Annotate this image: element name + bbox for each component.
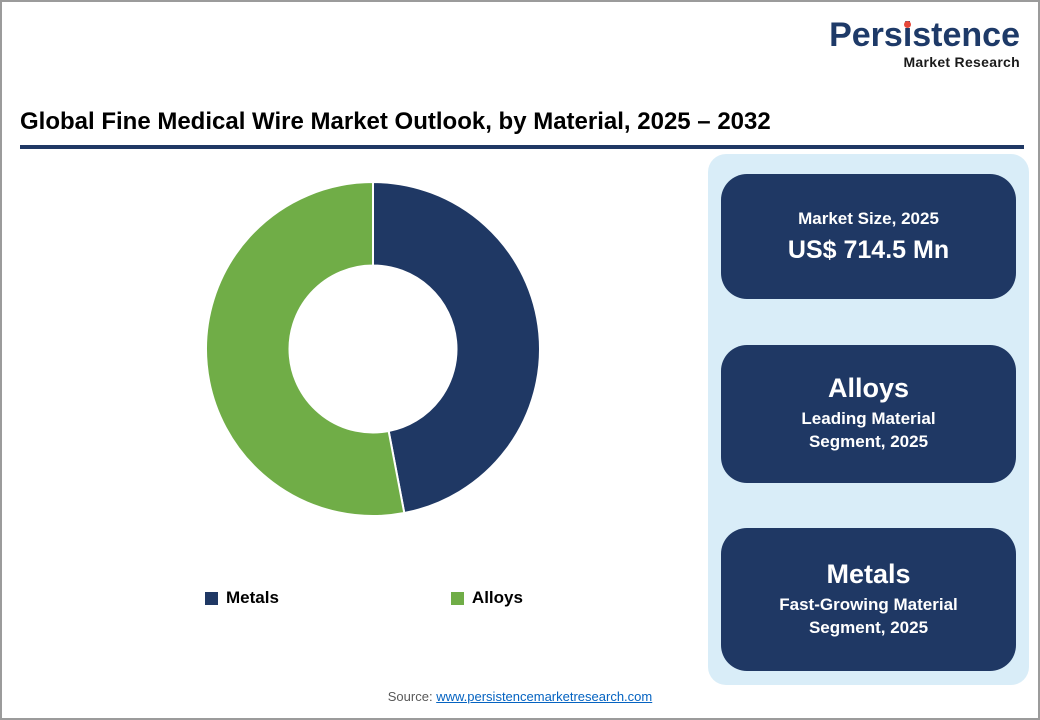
source-link[interactable]: www.persistencemarketresearch.com [436,689,653,704]
legend-label-alloys: Alloys [471,588,523,607]
chart-legend: Metals Alloys [205,588,523,608]
leading-segment-name: Alloys [827,373,910,404]
legend-label-metals: Metals [226,588,279,607]
leading-segment-card: Alloys Leading Material Segment, 2025 [721,344,1016,483]
brand-name-text: Persistence [829,16,1020,54]
highlights-sidebar: Market Size, 2025 US$ 714.5 Mn Alloys Le… [708,154,1029,685]
fast-growing-segment-name: Metals [826,559,911,590]
title-block: Global Fine Medical Wire Market Outlook,… [20,108,1024,149]
brand-accent-dot-icon [904,21,912,28]
legend-item-metals: Metals [205,588,279,608]
source-line: Source: www.persistencemarketresearch.co… [2,689,1038,704]
brand-subtitle: Market Research [903,53,1020,70]
fast-growing-segment-card: Metals Fast-Growing Material Segment, 20… [721,528,1016,671]
source-label: Source: [387,689,433,704]
market-size-card: Market Size, 2025 US$ 714.5 Mn [721,174,1016,299]
market-size-card-title: Market Size, 2025 [798,208,939,228]
legend-item-alloys: Alloys [450,588,523,608]
metals-swatch-icon [205,591,218,605]
brand-logo: Persistence Market Research [829,16,1020,70]
alloys-swatch-icon [450,591,464,605]
fast-growing-segment-desc: Fast-Growing Material Segment, 2025 [779,595,958,637]
donut-segment-alloys [205,180,406,517]
page-title: Global Fine Medical Wire Market Outlook,… [20,108,771,135]
leading-segment-desc: Leading Material Segment, 2025 [801,409,936,451]
donut-chart [205,180,541,517]
brand-name: Persistence [829,16,1020,54]
donut-segment-metals [372,180,541,515]
market-size-card-value: US$ 714.5 Mn [787,235,950,264]
